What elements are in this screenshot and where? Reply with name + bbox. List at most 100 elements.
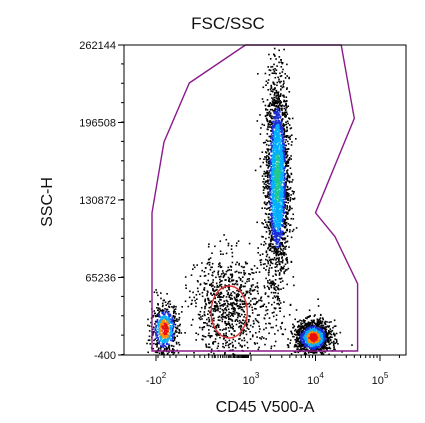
event-dot [307, 325, 310, 327]
event-dot [295, 334, 297, 336]
event-dot [305, 332, 308, 334]
event-dot [290, 236, 293, 239]
event-dot [305, 324, 308, 327]
event-dot [270, 212, 273, 215]
event-dot [233, 311, 236, 313]
event-dot [297, 333, 300, 336]
event-dot [297, 351, 299, 354]
event-dot [168, 344, 171, 347]
event-dot [324, 330, 326, 332]
event-dot [284, 207, 286, 209]
event-dot [172, 337, 174, 339]
event-dot [309, 345, 311, 347]
event-dot [282, 205, 284, 208]
event-dot [257, 252, 259, 254]
event-dot [174, 336, 176, 339]
event-dot [307, 332, 309, 334]
event-dot [268, 227, 271, 230]
event-dot [300, 322, 302, 324]
event-dot [175, 343, 178, 345]
event-dot [201, 326, 204, 329]
event-dot [268, 121, 271, 123]
event-dot [285, 183, 287, 186]
event-dot [275, 324, 278, 327]
event-dot [237, 299, 239, 302]
event-dot [274, 240, 277, 243]
event-dot [276, 98, 279, 100]
event-dot [275, 146, 277, 148]
event-dot [324, 351, 326, 353]
event-dot [279, 278, 282, 280]
event-dot [289, 198, 292, 201]
event-dot [277, 206, 280, 209]
event-dot [279, 154, 282, 156]
event-dot [256, 285, 259, 287]
event-dot [275, 234, 277, 236]
event-dot [277, 203, 279, 206]
event-dot [274, 177, 277, 180]
event-dot [278, 183, 281, 185]
event-dot [286, 206, 289, 209]
event-dot [259, 254, 262, 256]
event-dot [320, 327, 323, 329]
event-dot [166, 326, 168, 328]
event-dot [286, 258, 288, 261]
event-dot [287, 201, 289, 204]
event-dot [273, 287, 275, 289]
event-dot [290, 158, 292, 160]
event-dot [303, 344, 306, 347]
event-dot [283, 112, 285, 114]
event-dot [161, 335, 164, 338]
event-dot [301, 345, 303, 348]
event-dot [351, 344, 353, 346]
event-dot [267, 162, 270, 165]
event-dot [277, 91, 279, 94]
event-dot [283, 185, 286, 188]
event-dot [277, 192, 279, 194]
event-dot [228, 324, 231, 326]
event-dot [173, 325, 175, 328]
event-dot [219, 329, 221, 331]
event-dot [154, 331, 157, 334]
event-dot [286, 75, 288, 77]
event-dot [268, 317, 271, 319]
event-dot [283, 156, 285, 158]
event-dot [265, 277, 267, 280]
event-dot [265, 306, 268, 308]
event-dot [171, 339, 174, 342]
event-dot [215, 333, 217, 336]
event-dot [258, 330, 261, 333]
event-dot [274, 186, 277, 189]
event-dot [273, 217, 275, 219]
event-dot [305, 326, 308, 329]
event-dot [262, 142, 265, 144]
event-dot [326, 349, 328, 351]
event-dot [210, 351, 213, 353]
event-dot [310, 327, 313, 329]
event-dot [171, 332, 173, 334]
event-dot [281, 225, 283, 227]
event-dot [174, 323, 177, 326]
event-dot [235, 270, 238, 273]
event-dot [277, 152, 279, 155]
event-dot [201, 295, 204, 298]
event-dot [279, 177, 282, 179]
event-dot [249, 331, 251, 333]
event-dot [265, 196, 267, 199]
event-dot [289, 224, 291, 227]
event-dot [268, 69, 271, 71]
event-dot [163, 320, 165, 322]
event-dot [291, 333, 294, 335]
event-dot [277, 185, 280, 187]
event-dot [282, 123, 285, 125]
event-dot [164, 328, 166, 331]
event-dot [281, 189, 284, 192]
event-dot [216, 332, 219, 335]
event-dot [163, 333, 166, 335]
event-dot [288, 209, 291, 211]
event-dot [323, 333, 326, 336]
event-dot [275, 97, 278, 99]
event-dot [297, 326, 299, 328]
event-dot [287, 198, 289, 201]
event-dot [270, 84, 272, 87]
